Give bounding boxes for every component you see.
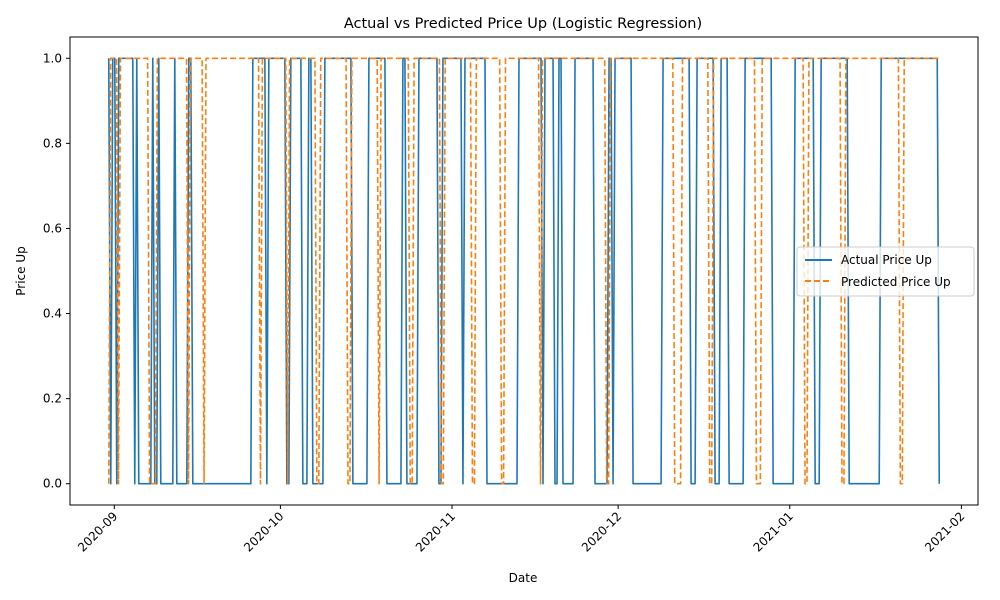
series-line-predicted — [107, 57, 940, 485]
y-axis-label: Price Up — [14, 246, 28, 296]
legend: Actual Price Up Predicted Price Up — [796, 246, 975, 297]
legend-label-predicted: Predicted Price Up — [841, 275, 951, 289]
y-tick-label: 0.0 — [43, 477, 62, 491]
legend-box — [796, 246, 975, 297]
series-layer — [107, 57, 941, 485]
x-axis-label: Date — [509, 571, 538, 585]
legend-label-actual: Actual Price Up — [841, 253, 932, 267]
y-axis: 0.0 0.2 0.4 0.6 0.8 1.0 — [43, 51, 70, 491]
plot-frame — [69, 36, 979, 506]
y-tick-label: 0.6 — [43, 221, 62, 235]
chart-title: Actual vs Predicted Price Up (Logistic R… — [344, 16, 702, 32]
y-tick-label: 0.4 — [43, 307, 62, 321]
y-tick-label: 0.8 — [43, 136, 62, 150]
y-tick-label: 1.0 — [43, 51, 62, 65]
y-tick-label: 0.2 — [43, 392, 62, 406]
